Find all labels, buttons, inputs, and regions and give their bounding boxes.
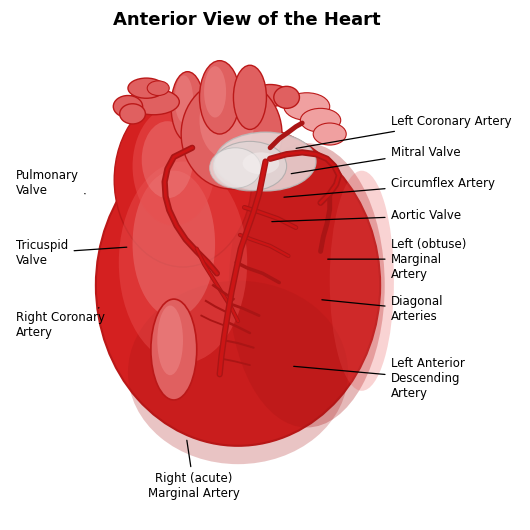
Text: Left Coronary Artery: Left Coronary Artery <box>296 115 511 148</box>
Ellipse shape <box>284 93 330 120</box>
Ellipse shape <box>114 93 252 267</box>
Ellipse shape <box>233 65 267 129</box>
Ellipse shape <box>113 95 143 118</box>
Ellipse shape <box>229 143 385 428</box>
Ellipse shape <box>132 171 215 317</box>
Text: Tricuspid
Valve: Tricuspid Valve <box>16 239 127 267</box>
Text: Diagonal
Arteries: Diagonal Arteries <box>322 295 443 323</box>
Ellipse shape <box>301 108 341 132</box>
Ellipse shape <box>120 104 145 124</box>
Ellipse shape <box>96 125 380 446</box>
Ellipse shape <box>181 79 282 189</box>
Text: Aortic Valve: Aortic Valve <box>272 209 461 223</box>
Ellipse shape <box>213 142 287 191</box>
Ellipse shape <box>175 75 193 123</box>
Ellipse shape <box>250 84 290 107</box>
Text: Pulmonary
Valve: Pulmonary Valve <box>16 169 85 197</box>
Ellipse shape <box>132 107 215 226</box>
Ellipse shape <box>243 152 279 174</box>
Text: Left (obtuse)
Marginal
Artery: Left (obtuse) Marginal Artery <box>328 237 466 281</box>
Ellipse shape <box>157 305 183 375</box>
Ellipse shape <box>199 82 254 159</box>
Ellipse shape <box>151 299 197 400</box>
Text: Left Anterior
Descending
Artery: Left Anterior Descending Artery <box>294 357 464 400</box>
Ellipse shape <box>199 60 240 134</box>
Text: Circumflex Artery: Circumflex Artery <box>284 178 494 197</box>
Ellipse shape <box>128 281 348 464</box>
Text: Right Coronary
Artery: Right Coronary Artery <box>16 308 105 339</box>
Text: Right (acute)
Marginal Artery: Right (acute) Marginal Artery <box>148 440 240 500</box>
Ellipse shape <box>274 86 299 108</box>
Ellipse shape <box>171 72 204 142</box>
Text: Mitral Valve: Mitral Valve <box>292 146 460 174</box>
Ellipse shape <box>119 162 247 363</box>
Title: Anterior View of the Heart: Anterior View of the Heart <box>113 11 381 29</box>
Ellipse shape <box>204 66 226 118</box>
Ellipse shape <box>330 171 394 391</box>
Ellipse shape <box>128 89 179 115</box>
Ellipse shape <box>128 78 165 98</box>
Ellipse shape <box>142 121 193 198</box>
Ellipse shape <box>313 123 346 145</box>
Ellipse shape <box>147 81 169 95</box>
Ellipse shape <box>209 148 261 188</box>
Ellipse shape <box>215 132 316 191</box>
